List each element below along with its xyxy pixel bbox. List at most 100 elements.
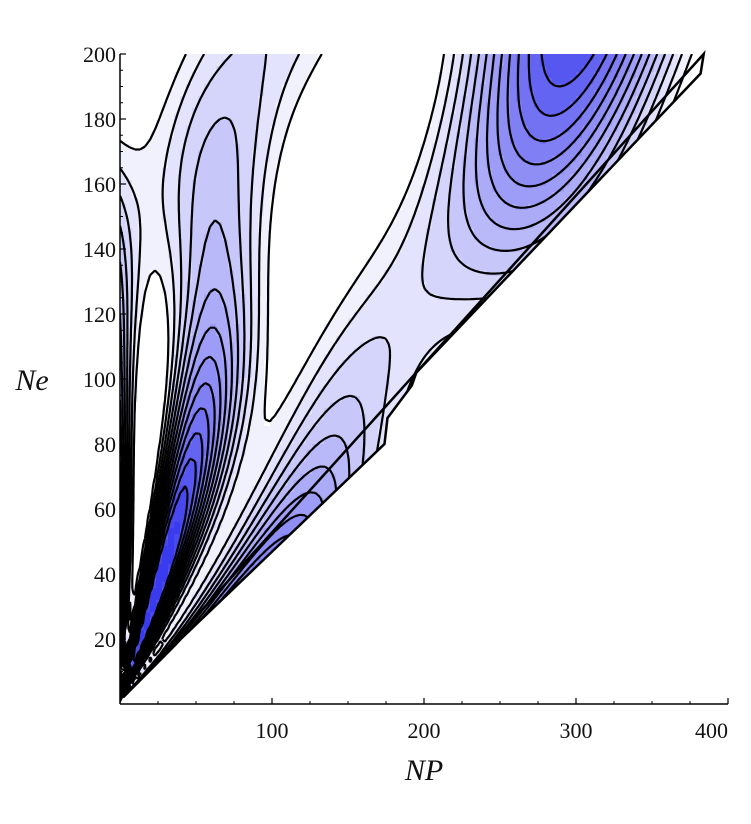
field-cell: [300, 342, 307, 349]
field-cell: [126, 210, 133, 217]
field-cell: [342, 312, 349, 319]
field-cell: [240, 468, 247, 475]
field-cell: [306, 138, 313, 145]
field-cell: [318, 480, 325, 487]
field-cell: [282, 330, 289, 337]
field-cell: [384, 174, 391, 181]
field-cell: [300, 402, 307, 409]
field-cell: [156, 270, 163, 277]
field-cell: [294, 594, 301, 601]
field-cell: [246, 96, 253, 103]
field-cell: [126, 156, 133, 163]
field-cell: [282, 600, 289, 607]
field-cell: [162, 552, 169, 559]
field-cell: [360, 510, 367, 517]
field-cell: [300, 486, 307, 493]
field-cell: [342, 516, 349, 523]
field-cell: [168, 408, 175, 415]
field-cell: [138, 444, 145, 451]
field-cell: [306, 606, 313, 613]
field-cell: [144, 324, 151, 331]
field-cell: [246, 66, 253, 73]
field-cell: [240, 474, 247, 481]
field-cell: [204, 168, 211, 175]
field-cell: [324, 426, 331, 433]
field-cell: [204, 222, 211, 229]
field-cell: [348, 540, 355, 547]
field-cell: [162, 72, 169, 79]
field-cell: [168, 246, 175, 253]
field-cell: [324, 132, 331, 139]
field-cell: [168, 318, 175, 325]
field-cell: [186, 366, 193, 373]
field-cell: [186, 150, 193, 157]
field-cell: [150, 120, 157, 127]
field-cell: [270, 582, 277, 589]
field-cell: [174, 324, 181, 331]
field-cell: [258, 66, 265, 73]
field-cell: [246, 174, 253, 181]
field-cell: [390, 552, 397, 559]
field-cell: [372, 468, 379, 475]
field-cell: [174, 270, 181, 277]
field-cell: [276, 360, 283, 367]
field-cell: [162, 312, 169, 319]
field-cell: [300, 102, 307, 109]
field-cell: [264, 702, 271, 704]
field-cell: [378, 540, 385, 547]
field-cell: [288, 120, 295, 127]
field-cell: [288, 372, 295, 379]
field-cell: [300, 690, 307, 697]
field-cell: [306, 66, 313, 73]
field-cell: [300, 192, 307, 199]
field-cell: [336, 618, 343, 625]
field-cell: [318, 246, 325, 253]
field-cell: [312, 144, 319, 151]
field-cell: [384, 588, 391, 595]
field-cell: [336, 564, 343, 571]
field-cell: [144, 258, 151, 265]
field-cell: [336, 402, 343, 409]
field-cell: [282, 336, 289, 343]
field-cell: [360, 156, 367, 163]
field-cell: [336, 246, 343, 253]
field-cell: [372, 492, 379, 499]
field-cell: [336, 588, 343, 595]
field-cell: [192, 312, 199, 319]
field-cell: [288, 624, 295, 631]
field-cell: [192, 162, 199, 169]
field-cell: [192, 318, 199, 325]
field-cell: [216, 438, 223, 445]
field-cell: [348, 306, 355, 313]
field-cell: [216, 264, 223, 271]
field-cell: [144, 66, 151, 73]
field-cell: [300, 216, 307, 223]
field-cell: [360, 330, 367, 337]
field-cell: [228, 168, 235, 175]
field-cell: [258, 360, 265, 367]
field-cell: [384, 222, 391, 229]
field-cell: [138, 360, 145, 367]
field-cell: [330, 252, 337, 259]
field-cell: [324, 504, 331, 511]
field-cell: [120, 216, 127, 223]
field-cell: [384, 450, 391, 457]
field-cell: [354, 588, 361, 595]
field-cell: [330, 546, 337, 553]
field-cell: [138, 210, 145, 217]
field-cell: [276, 84, 283, 91]
field-cell: [288, 498, 295, 505]
field-cell: [120, 162, 127, 169]
field-cell: [258, 468, 265, 475]
field-cell: [258, 348, 265, 355]
field-cell: [222, 252, 229, 259]
field-cell: [342, 606, 349, 613]
field-cell: [384, 540, 391, 547]
field-cell: [150, 348, 157, 355]
field-cell: [306, 378, 313, 385]
field-cell: [192, 324, 199, 331]
field-cell: [210, 186, 217, 193]
field-cell: [366, 630, 373, 637]
field-cell: [150, 90, 157, 97]
field-cell: [360, 366, 367, 373]
